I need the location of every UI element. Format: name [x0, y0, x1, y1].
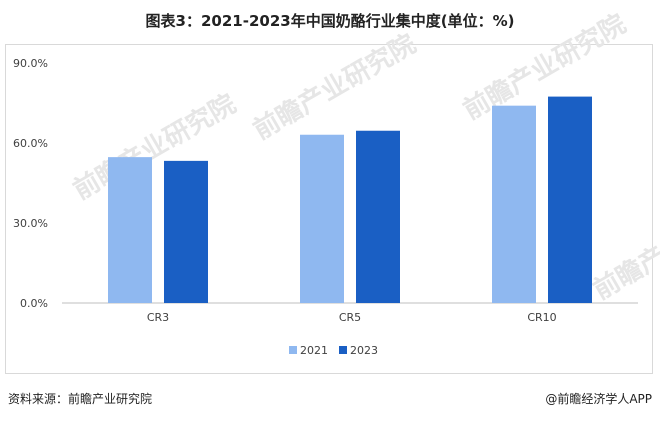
x-tick-label: CR3 — [147, 311, 169, 324]
bar-cr10-2021 — [492, 105, 536, 304]
x-axis: CR3 CR5 CR10 — [147, 311, 557, 324]
source-note: 资料来源：前瞻产业研究院 — [8, 392, 153, 406]
watermark-text: 前瞻产业研究院 — [588, 188, 660, 306]
bar-cr10-2023 — [548, 96, 592, 303]
y-tick-label: 90.0% — [13, 57, 48, 70]
chart-frame — [5, 44, 653, 374]
watermark-text: 前瞻产业研究院 — [458, 8, 631, 126]
y-tick-label: 60.0% — [13, 137, 48, 150]
legend: 2021 2023 — [289, 344, 378, 357]
bar-cr3-2023 — [164, 160, 208, 303]
y-tick-label: 30.0% — [13, 217, 48, 230]
legend-swatch — [289, 346, 297, 354]
x-tick-label: CR10 — [527, 311, 556, 324]
bar-cr3-2021 — [108, 157, 152, 303]
x-tick-label: CR5 — [339, 311, 361, 324]
legend-swatch — [339, 346, 347, 354]
watermark-text: 前瞻产业研究院 — [68, 88, 241, 206]
bar-cr5-2023 — [356, 130, 400, 303]
watermark-text: 前瞻产业研究院 — [248, 28, 421, 146]
chart-title: 图表3：2021-2023年中国奶酪行业集中度(单位：%) — [145, 12, 515, 30]
brand-credit: @前瞻经济学人APP — [545, 392, 652, 406]
legend-label: 2023 — [350, 344, 378, 357]
bar-series — [108, 96, 592, 304]
legend-label: 2021 — [300, 344, 328, 357]
y-axis: 0.0% 30.0% 60.0% 90.0% — [13, 57, 48, 310]
y-tick-label: 0.0% — [20, 297, 48, 310]
bar-cr5-2021 — [300, 134, 344, 303]
